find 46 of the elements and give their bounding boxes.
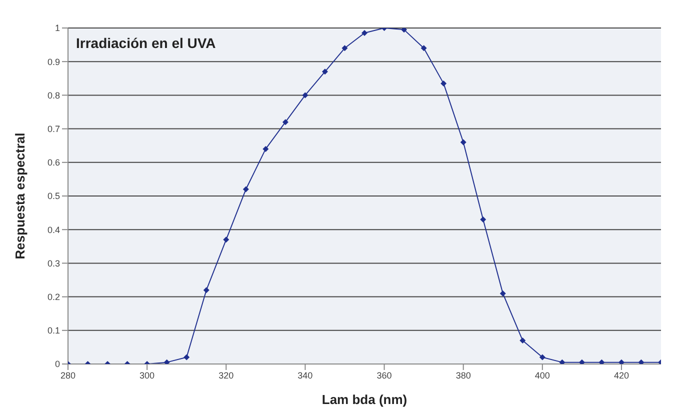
y-tick-label: 0 [54,359,60,370]
y-tick-label: 0.9 [47,56,60,67]
y-tick-label: 0.8 [47,90,60,100]
x-axis-title: Lam bda (nm) [322,392,408,407]
point [401,28,408,33]
point [322,68,328,75]
point [618,359,624,364]
y-tick-label: 0.1 [47,326,60,336]
point [242,186,249,192]
y-tick-label: 0.7 [47,124,60,134]
point [460,139,466,146]
x-tick-label: 340 [298,370,313,380]
point [282,119,288,126]
point [520,337,526,344]
point [480,216,486,223]
y-tick-label: 0.5 [47,191,60,202]
point [440,80,447,86]
y-tick-label: 1 [54,23,60,34]
point [302,92,308,98]
point [164,359,170,364]
x-tick-label: 420 [614,370,629,380]
point [184,354,190,360]
x-tick-label: 280 [60,370,76,380]
x-tick-label: 400 [534,370,550,380]
point [578,359,585,364]
y-tick-label: 0.2 [47,292,60,302]
y-tick-label: 0.3 [47,258,60,268]
point [342,45,348,52]
point [539,354,546,360]
point [500,290,506,296]
y-tick-label: 0.6 [47,158,60,168]
point [262,146,269,152]
x-tick-label: 380 [456,370,471,380]
x-tick-label: 360 [376,370,392,380]
point [638,359,644,364]
point [559,359,566,364]
y-axis-title: Respuesta espectral [12,132,28,260]
point [203,287,210,294]
text: Irradiación en el UVA [76,35,216,51]
point [420,45,427,52]
y-tick-label: 0.4 [47,224,60,235]
x-tick-label: 300 [140,370,155,380]
point [362,30,368,36]
point [598,359,605,364]
x-tick-label: 320 [218,370,234,380]
point [223,236,230,243]
